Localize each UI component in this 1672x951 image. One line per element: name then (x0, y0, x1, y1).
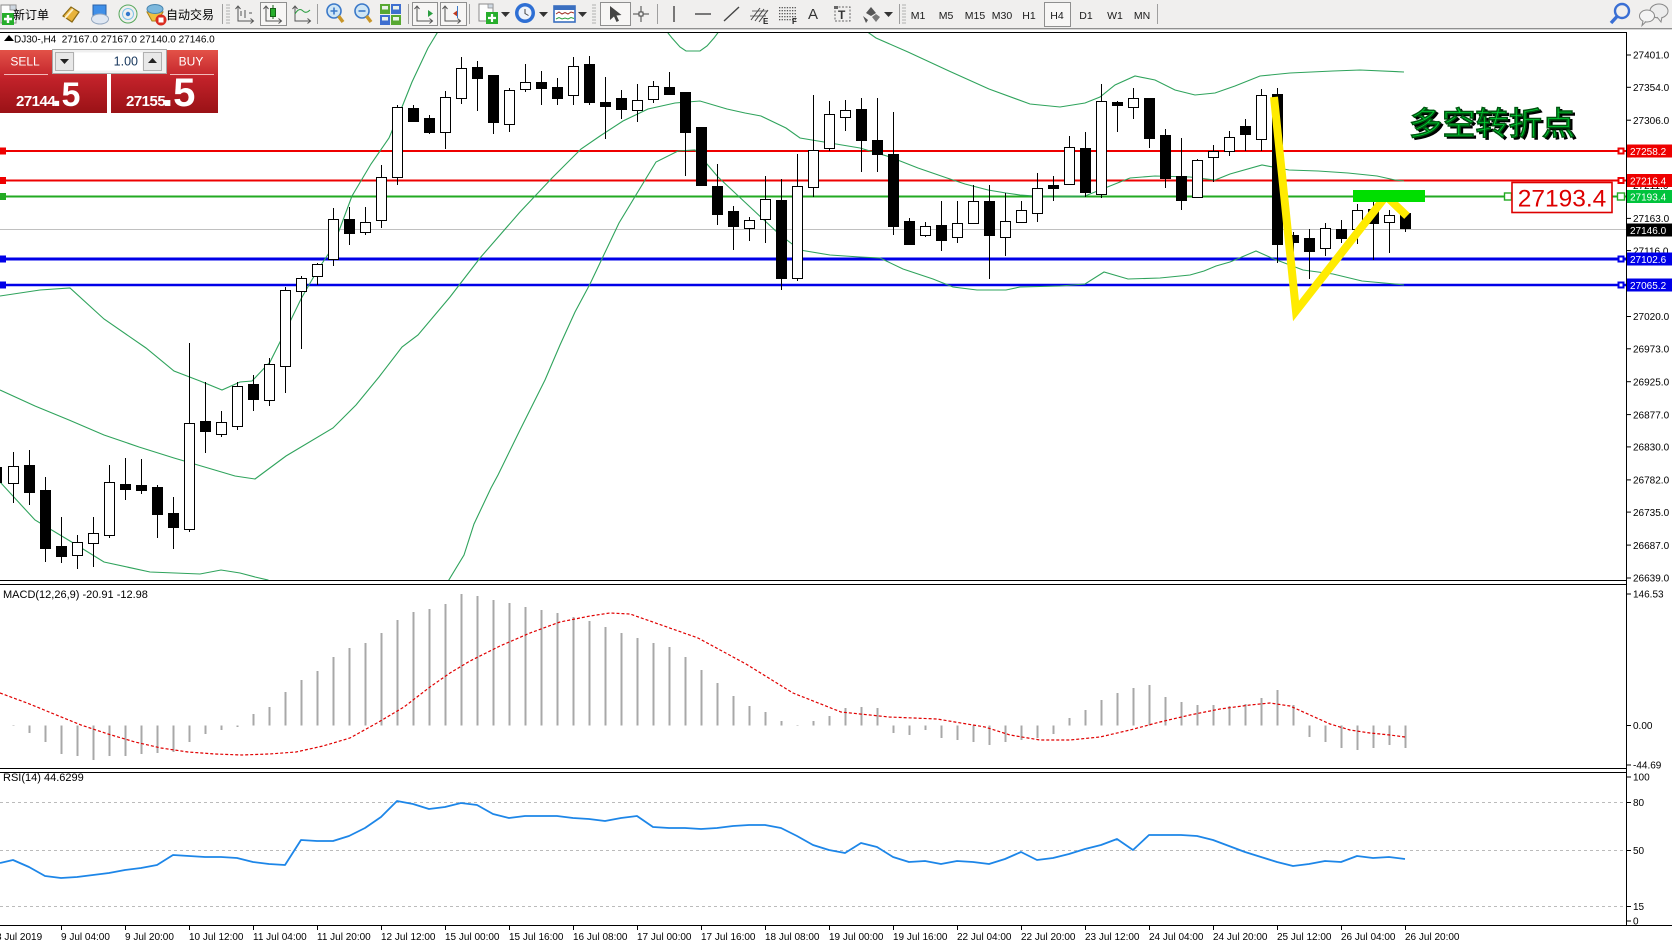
svg-text:24 Jul 20:00: 24 Jul 20:00 (1213, 932, 1268, 943)
svg-text:9 Jul 04:00: 9 Jul 04:00 (61, 932, 110, 943)
svg-text:17 Jul 16:00: 17 Jul 16:00 (701, 932, 756, 943)
svg-text:10 Jul 12:00: 10 Jul 12:00 (189, 932, 244, 943)
svg-text:23 Jul 12:00: 23 Jul 12:00 (1085, 932, 1140, 943)
svg-text:26830.0: 26830.0 (1633, 443, 1670, 454)
svg-text:A: A (808, 6, 818, 23)
svg-text:.5: .5 (52, 76, 80, 114)
svg-text:26 Jul 20:00: 26 Jul 20:00 (1405, 932, 1460, 943)
svg-text:80: 80 (1633, 798, 1645, 809)
svg-text:16 Jul 08:00: 16 Jul 08:00 (573, 932, 628, 943)
svg-text:27193.4: 27193.4 (1630, 193, 1667, 204)
svg-text:19 Jul 00:00: 19 Jul 00:00 (829, 932, 884, 943)
svg-text:D1: D1 (1079, 10, 1093, 22)
svg-text:27258.2: 27258.2 (1630, 147, 1667, 158)
svg-text:24 Jul 04:00: 24 Jul 04:00 (1149, 932, 1204, 943)
svg-text:F: F (792, 17, 797, 26)
svg-text:11 Jul 04:00: 11 Jul 04:00 (253, 932, 307, 943)
svg-text:W1: W1 (1107, 10, 1123, 22)
svg-text:26735.0: 26735.0 (1633, 508, 1670, 519)
svg-text:26639.0: 26639.0 (1633, 574, 1670, 585)
svg-text:27146.0: 27146.0 (1630, 226, 1667, 237)
svg-text:22 Jul 04:00: 22 Jul 04:00 (957, 932, 1012, 943)
svg-text:18 Jul 08:00: 18 Jul 08:00 (765, 932, 820, 943)
svg-text:26782.0: 26782.0 (1633, 476, 1670, 487)
svg-text:27216.4: 27216.4 (1630, 177, 1667, 188)
svg-text:26687.0: 26687.0 (1633, 541, 1670, 552)
svg-text:22 Jul 20:00: 22 Jul 20:00 (1021, 932, 1076, 943)
svg-text:自动交易: 自动交易 (166, 7, 214, 22)
svg-text:BUY: BUY (179, 55, 204, 69)
svg-text:25 Jul 12:00: 25 Jul 12:00 (1277, 932, 1332, 943)
svg-text:DJ30-,H4 27167.0 27167.0 2714: DJ30-,H4 27167.0 27167.0 27140.0 27146.0 (14, 35, 215, 46)
svg-text:多空转折点: 多空转折点 (1409, 106, 1575, 142)
svg-text:H4: H4 (1050, 10, 1064, 22)
svg-text:26925.0: 26925.0 (1633, 377, 1670, 388)
svg-text:100: 100 (1633, 773, 1650, 784)
svg-text:E: E (763, 17, 769, 26)
svg-text:27020.0: 27020.0 (1633, 312, 1670, 323)
svg-text:15 Jul 16:00: 15 Jul 16:00 (509, 932, 564, 943)
svg-text:26 Jul 04:00: 26 Jul 04:00 (1341, 932, 1396, 943)
svg-text:M30: M30 (992, 10, 1013, 22)
svg-text:SELL: SELL (10, 55, 40, 69)
svg-text:多空转折点: 多空转折点 (1412, 108, 1578, 144)
svg-text:0.00: 0.00 (1633, 721, 1653, 732)
svg-text:RSI(14) 44.6299: RSI(14) 44.6299 (3, 772, 84, 784)
svg-text:.5: .5 (162, 71, 195, 115)
svg-text:27116.0: 27116.0 (1633, 246, 1669, 257)
svg-text:27306.0: 27306.0 (1633, 116, 1670, 127)
svg-text:27144: 27144 (16, 93, 56, 110)
svg-text:-44.69: -44.69 (1633, 761, 1662, 772)
svg-text:1.00: 1.00 (114, 55, 138, 69)
svg-text:H1: H1 (1022, 10, 1036, 22)
svg-text:MN: MN (1134, 10, 1150, 22)
svg-text:15: 15 (1633, 902, 1645, 913)
svg-text:27102.6: 27102.6 (1630, 255, 1667, 266)
svg-text:MACD(12,26,9) -20.91 -12.98: MACD(12,26,9) -20.91 -12.98 (3, 589, 148, 601)
svg-text:M15: M15 (965, 10, 986, 22)
svg-text:26877.0: 26877.0 (1633, 410, 1670, 421)
svg-text:15 Jul 00:00: 15 Jul 00:00 (445, 932, 500, 943)
svg-text:27065.2: 27065.2 (1630, 281, 1667, 292)
svg-text:M1: M1 (911, 10, 926, 22)
svg-text:27401.0: 27401.0 (1633, 51, 1670, 62)
svg-text:12 Jul 12:00: 12 Jul 12:00 (381, 932, 436, 943)
svg-text:26973.0: 26973.0 (1633, 345, 1670, 356)
svg-text:27193.4: 27193.4 (1518, 186, 1607, 213)
svg-text:T: T (838, 8, 846, 22)
svg-text:0: 0 (1633, 917, 1639, 928)
svg-text:11 Jul 20:00: 11 Jul 20:00 (317, 932, 371, 943)
svg-text:新订单: 新订单 (13, 7, 49, 22)
svg-text:8 Jul 2019: 8 Jul 2019 (0, 932, 43, 943)
svg-text:27354.0: 27354.0 (1633, 83, 1670, 94)
svg-text:27163.0: 27163.0 (1633, 214, 1670, 225)
svg-text:19 Jul 16:00: 19 Jul 16:00 (893, 932, 948, 943)
svg-text:9 Jul 20:00: 9 Jul 20:00 (125, 932, 174, 943)
svg-text:M5: M5 (939, 10, 954, 22)
svg-text:146.53: 146.53 (1633, 590, 1664, 601)
svg-text:27155: 27155 (126, 93, 165, 110)
svg-text:17 Jul 00:00: 17 Jul 00:00 (637, 932, 692, 943)
svg-text:50: 50 (1633, 846, 1645, 857)
